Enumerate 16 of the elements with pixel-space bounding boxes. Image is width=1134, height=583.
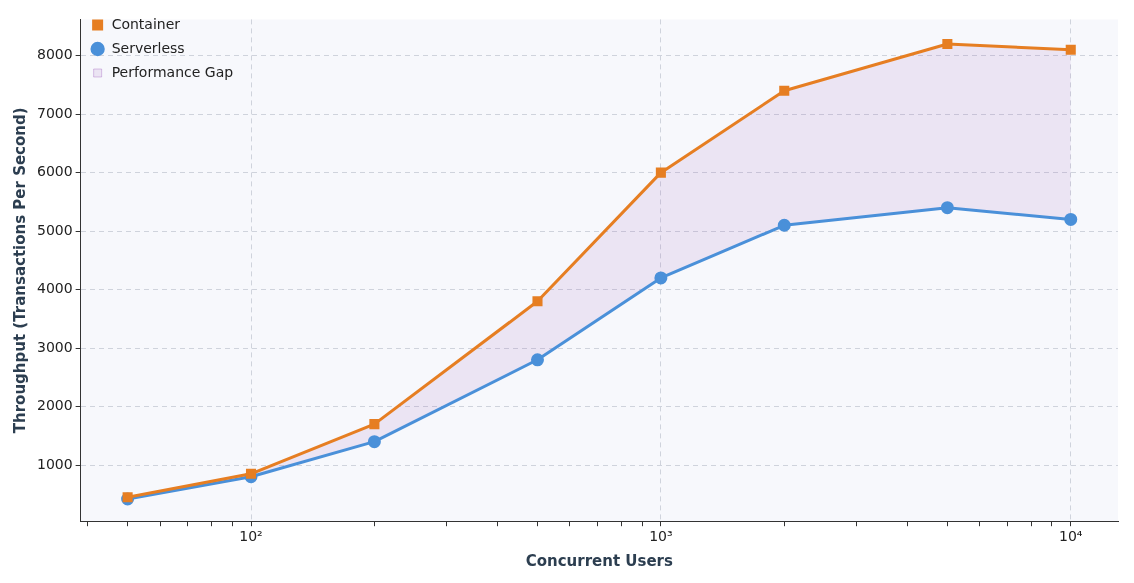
x-tick-label: 10⁴ (1059, 528, 1083, 545)
x-tick-label: 10³ (649, 528, 673, 545)
y-tick-label: 3000 (36, 338, 73, 355)
legend-label: Container (111, 15, 181, 32)
x-tick-label: 10² (239, 528, 263, 545)
x-axis-title: Concurrent Users (525, 551, 673, 570)
y-tick-label: 5000 (36, 221, 73, 238)
y-tick-label: 6000 (36, 163, 73, 180)
y-tick-label: 4000 (36, 280, 73, 297)
y-tick-label: 7000 (36, 104, 73, 121)
y-tick-label: 8000 (36, 46, 73, 63)
y-tick-label: 2000 (36, 397, 73, 414)
y-axis-title: Throughput (Transactions Per Second) (10, 107, 29, 434)
legend-label: Performance Gap (111, 63, 234, 80)
legend-label: Serverless (111, 39, 185, 56)
y-tick-label: 1000 (36, 455, 73, 472)
